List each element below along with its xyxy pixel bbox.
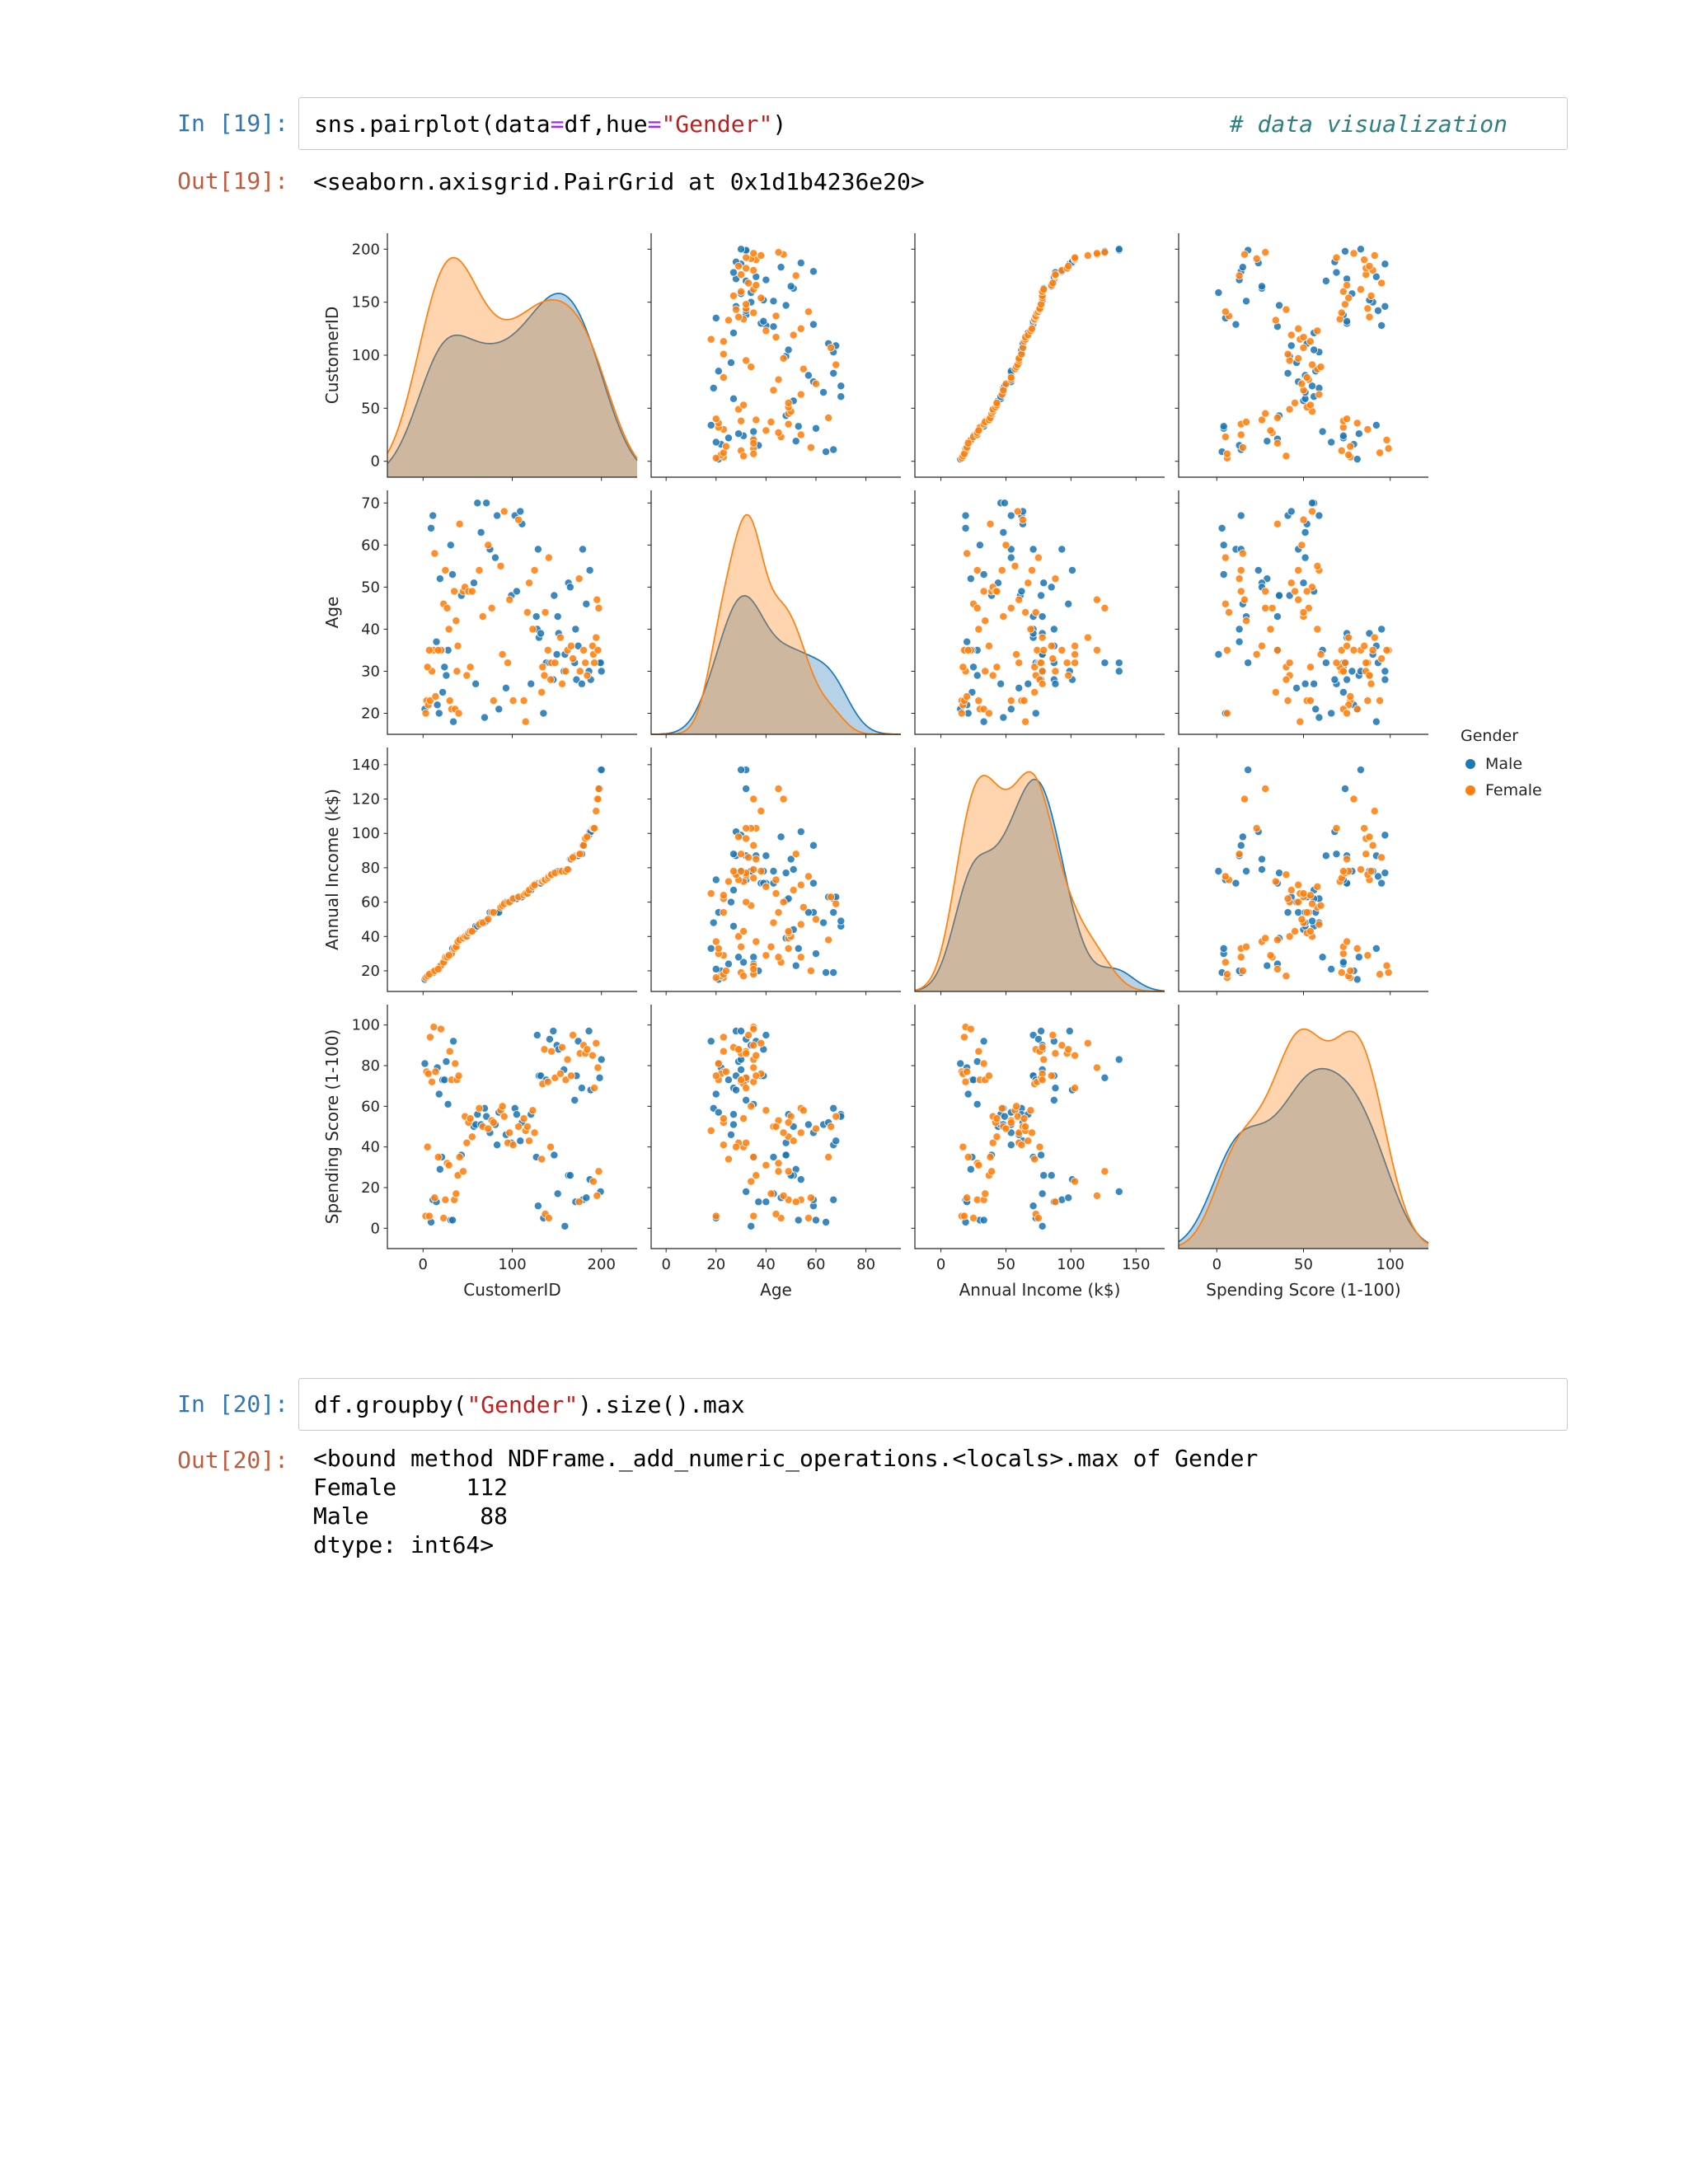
code-text-in19: sns.pairplot(data=df,hue="Gender"): [314, 110, 787, 138]
legend-item-female: Female: [1465, 781, 1542, 799]
code-cell-in20[interactable]: df.groupby("Gender").size().max: [298, 1378, 1568, 1431]
code-cell-in19[interactable]: sns.pairplot(data=df,hue="Gender") # dat…: [298, 97, 1568, 150]
legend-label-female: Female: [1485, 781, 1542, 799]
chart-legend: Gender Male Female: [1461, 727, 1542, 808]
legend-marker-male-icon: [1465, 759, 1475, 769]
input-prompt-19: In [19]:: [177, 110, 288, 137]
output-prompt-19: Out[19]:: [177, 167, 288, 194]
output-text-20: <bound method NDFrame._add_numeric_opera…: [313, 1445, 1259, 1558]
output-prompt-20: Out[20]:: [177, 1446, 288, 1474]
legend-item-male: Male: [1465, 755, 1542, 773]
legend-title: Gender: [1461, 727, 1519, 745]
legend-marker-female-icon: [1465, 785, 1475, 795]
code-comment-in19: # data visualization: [1229, 110, 1507, 138]
output-text-19: <seaborn.axisgrid.PairGrid at 0x1d1b4236…: [313, 168, 925, 195]
pairplot-canvas: [247, 210, 1451, 1306]
code-text-in20: df.groupby("Gender").size().max: [314, 1390, 745, 1418]
legend-label-male: Male: [1485, 755, 1523, 773]
input-prompt-20: In [20]:: [177, 1390, 288, 1418]
